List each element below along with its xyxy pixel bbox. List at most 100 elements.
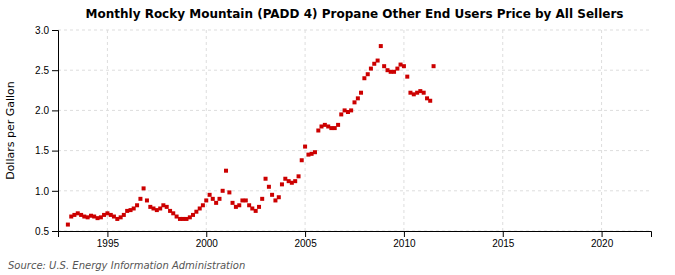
point <box>277 195 281 199</box>
point <box>293 179 297 183</box>
point <box>428 99 432 103</box>
point <box>359 91 363 95</box>
tick: 1.0 <box>35 186 58 197</box>
point <box>165 205 169 209</box>
tick-mark <box>52 191 58 192</box>
tick-label: 1.0 <box>35 186 49 197</box>
point <box>353 100 357 104</box>
grid-line <box>58 110 651 111</box>
point <box>376 59 380 63</box>
plot: 1995 2000 2005 2010 2015 2020 0.5 1.0 1.5 2.0 2.5 3… <box>35 25 651 249</box>
point <box>260 197 264 201</box>
tick-label: 2015 <box>492 238 515 249</box>
tick-mark <box>107 231 108 237</box>
point <box>211 197 215 201</box>
chart: 1995 2000 2005 2010 2015 2020 0.5 1.0 1.5 2.0 2.5 3… <box>0 0 675 275</box>
tick-label: 2020 <box>591 238 614 249</box>
point <box>349 108 353 112</box>
point <box>264 177 268 181</box>
tick-mark <box>52 70 58 71</box>
point <box>66 223 70 227</box>
tick-label: 3.0 <box>35 25 49 36</box>
annotation: Source: U.S. Energy Information Administ… <box>8 260 245 271</box>
point <box>138 197 142 201</box>
point <box>217 197 221 201</box>
y-axis: 0.5 1.0 1.5 2.0 2.5 3.0 <box>35 25 58 237</box>
point <box>145 198 149 202</box>
point <box>356 96 360 100</box>
tick-label: 0.5 <box>35 226 49 237</box>
tick: 2.0 <box>35 105 58 116</box>
tick-label: 2000 <box>196 238 219 249</box>
point <box>395 67 399 71</box>
point <box>336 123 340 127</box>
point <box>201 203 205 207</box>
point <box>135 203 139 207</box>
point <box>362 76 366 80</box>
grid-line <box>58 150 651 151</box>
point <box>316 129 320 133</box>
point <box>313 150 317 154</box>
point <box>204 198 208 202</box>
grid-line <box>502 30 503 231</box>
point <box>422 91 426 95</box>
grid-line <box>107 30 108 231</box>
point <box>369 67 373 71</box>
tick: 0.5 <box>35 226 58 237</box>
tick-mark <box>503 231 504 237</box>
x-axis-line <box>59 232 652 238</box>
grid-line <box>58 70 651 71</box>
point <box>432 64 436 68</box>
point <box>227 190 231 194</box>
x-axis: 1995 2000 2005 2010 2015 2020 <box>59 231 652 249</box>
point <box>300 158 304 162</box>
point <box>208 193 212 197</box>
point <box>244 198 248 202</box>
tick-mark <box>52 30 58 31</box>
grid-line <box>58 30 651 31</box>
grid-line <box>601 30 602 231</box>
point <box>280 182 284 186</box>
point <box>231 201 235 205</box>
point <box>379 44 383 48</box>
point <box>339 112 343 116</box>
tick-mark <box>404 231 405 237</box>
grid <box>58 30 651 231</box>
points <box>66 44 436 226</box>
point <box>303 145 307 149</box>
tick: 2000 <box>196 231 219 249</box>
grid-line <box>403 30 404 231</box>
grid-line <box>58 190 651 191</box>
point <box>224 169 228 173</box>
tick-label: 2.0 <box>35 105 49 116</box>
point <box>142 186 146 190</box>
point <box>254 209 258 213</box>
tick-mark <box>602 231 603 237</box>
point <box>270 193 274 197</box>
tick-mark <box>206 231 207 237</box>
tick: 1.5 <box>35 145 58 156</box>
point <box>237 203 241 207</box>
tick-label: 2010 <box>393 238 416 249</box>
tick: 2.5 <box>35 65 58 76</box>
point <box>214 201 218 205</box>
point <box>257 205 261 209</box>
point <box>297 174 301 178</box>
point <box>382 64 386 68</box>
tick-label: 2.5 <box>35 65 49 76</box>
tick: 2010 <box>393 231 416 249</box>
tick: 1995 <box>97 231 120 249</box>
tick: 2005 <box>294 231 317 249</box>
y-axis-line <box>52 31 59 232</box>
tick: 2020 <box>591 231 614 249</box>
tick-mark <box>52 110 58 111</box>
tick-label: 2005 <box>294 238 317 249</box>
y-axis-title: Dollars per Gallon <box>4 81 17 180</box>
point <box>267 185 271 189</box>
title: Monthly Rocky Mountain (PADD 4) Propane … <box>86 7 624 21</box>
tick: 3.0 <box>35 25 58 36</box>
tick-label: 1995 <box>97 238 120 249</box>
tick-mark <box>305 231 306 237</box>
grid-line <box>305 30 306 231</box>
point <box>221 189 225 193</box>
